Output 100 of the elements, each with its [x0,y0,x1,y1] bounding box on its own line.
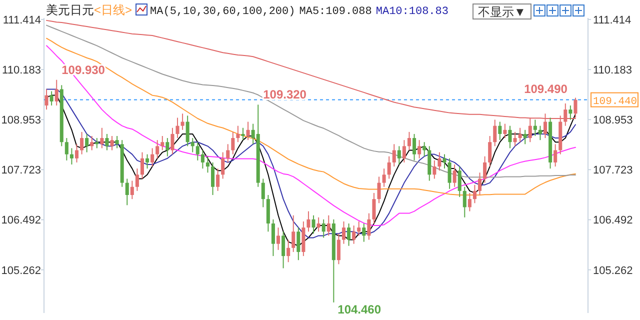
candlestick [74,144,79,163]
candlestick [498,121,502,141]
candlestick [568,104,572,120]
candlestick [236,125,240,143]
candlestick [407,131,411,151]
candlestick [367,212,371,240]
candlestick [180,113,184,130]
candlestick [326,214,330,236]
candlestick [221,152,225,180]
candlestick [115,136,119,149]
candlestick [438,152,442,172]
ref-line-label: 109.440 [593,96,638,108]
candlestick [156,140,160,159]
candlestick [135,168,139,192]
candlestick [146,154,150,170]
candlestick [90,136,94,151]
candlestick [216,168,220,192]
candlestick [105,133,109,151]
candlestick [397,146,401,165]
candlestick [554,144,558,168]
candlestick [44,88,48,110]
candlestick [100,127,104,149]
candlestick [64,138,68,161]
candlestick [458,166,462,198]
candlestick [372,192,376,224]
candlestick [336,233,340,265]
candlestick [442,154,446,170]
candlestick [186,115,190,147]
y2-tick-label: 107.723 [593,164,633,177]
candlestick [110,136,114,151]
candlestick [533,119,537,136]
candlestick [211,162,215,196]
candlestick [316,216,320,232]
candlestick [422,142,426,157]
candlestick [226,144,230,163]
candlestick [261,178,265,208]
candlestick [483,156,487,184]
annotation: MA5:109.088 [299,6,372,18]
candlestick [418,140,422,159]
candlestick [322,218,326,238]
candlestick [286,239,290,263]
candlestick [292,214,296,252]
candlestick [432,160,436,180]
annotation: MA10:108.83 [376,6,448,18]
candlestick [347,222,351,246]
candlestick [342,220,346,244]
candlestick [276,227,280,250]
candlestick [125,178,129,206]
candlestick [176,117,180,139]
y-tick-label: 106.492 [1,214,41,227]
candlestick [130,180,134,200]
chart-title: 美元日元 [46,3,94,17]
candlestick [513,131,517,147]
candlestick [80,131,84,155]
candlestick [387,156,391,180]
candlestick [462,186,466,218]
candlestick [362,222,366,242]
y2-tick-label: 108.953 [593,114,633,127]
candlestick [306,210,310,232]
candlestick [392,144,396,168]
candlestick [241,127,245,141]
candlestick [377,176,381,204]
candlestick [231,131,235,155]
y-tick-label: 110.183 [2,64,41,77]
candlestick [468,192,472,212]
candlestick [296,227,300,261]
candlestick [412,133,416,161]
y-tick-label: 108.953 [1,114,41,127]
candlestick [357,220,361,236]
y2-tick-label: 110.183 [593,64,632,77]
annotation: 不显示▼ [478,5,526,19]
candlestick [523,129,527,145]
annotation: MA(5,10,30,60,100,200) [150,6,296,18]
candlestick [402,140,406,163]
candlestick [170,127,174,155]
candlestick [200,150,204,170]
candlestick [493,119,497,147]
candlestick [472,184,476,204]
candlestick [503,123,507,139]
candlestick [478,172,482,196]
annotation: 109.490 [524,82,568,96]
candlestick [488,136,492,168]
candlestick [508,125,512,149]
candlestick [518,127,522,143]
y2-tick-label: 111.414 [593,14,632,26]
candlestick [150,148,154,168]
candlestick [54,79,58,106]
y-tick-label: 111.414 [2,14,41,26]
y-tick-label: 107.723 [1,164,41,177]
candlestick [140,152,144,180]
candlestick [246,121,250,141]
annotation: 104.460 [338,302,382,316]
candlestick [196,142,200,161]
chart-subtitle: <日线> [94,3,132,17]
y2-tick-label: 106.492 [593,214,633,227]
candlestick [206,156,210,174]
candlestick [452,164,456,188]
candlestick [282,231,286,269]
candlestick [352,225,356,244]
candlestick [448,158,452,190]
